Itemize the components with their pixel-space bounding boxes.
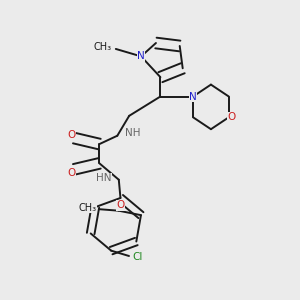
Text: Cl: Cl: [133, 253, 143, 262]
Text: CH₃: CH₃: [93, 43, 111, 52]
Text: N: N: [189, 92, 197, 101]
Text: O: O: [116, 200, 124, 210]
Text: N: N: [137, 51, 145, 62]
Text: O: O: [228, 112, 236, 122]
Text: NH: NH: [125, 128, 140, 138]
Text: CH₃: CH₃: [79, 203, 97, 213]
Text: HN: HN: [96, 173, 111, 183]
Text: O: O: [67, 130, 75, 140]
Text: O: O: [67, 168, 75, 178]
